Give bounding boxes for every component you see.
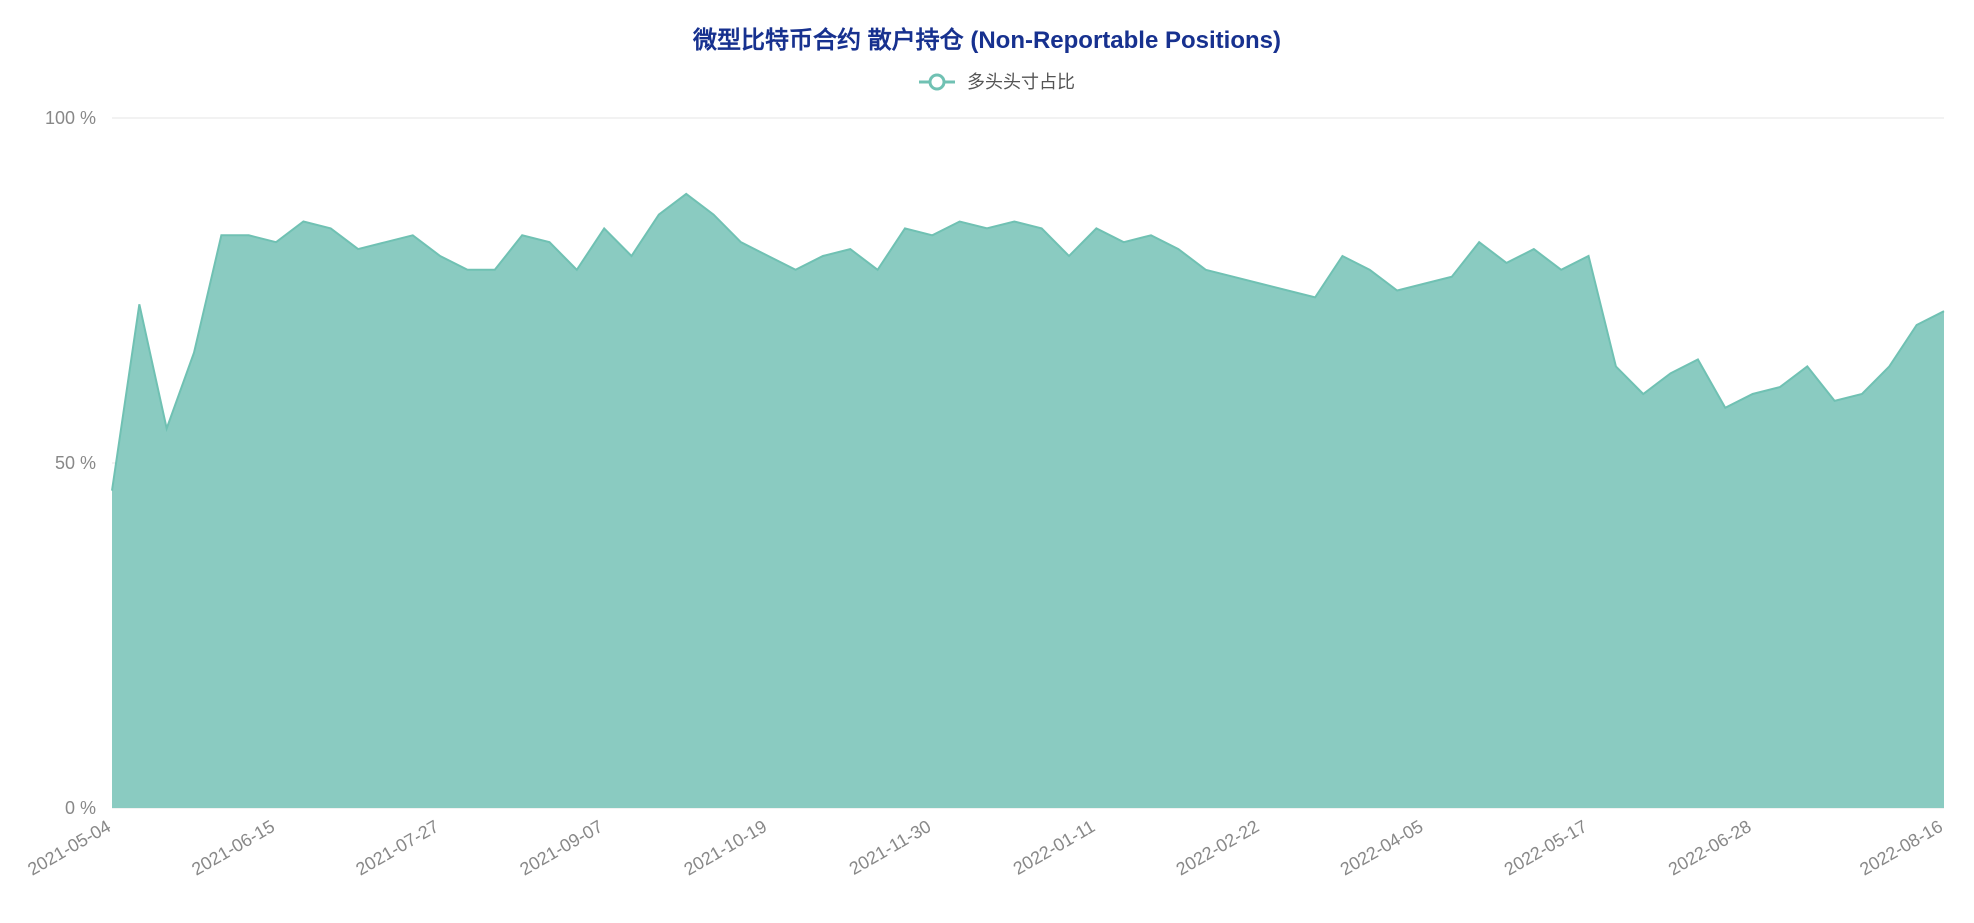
y-axis-label: 50 % bbox=[55, 453, 96, 473]
chart-title: 微型比特币合约 散户持仓 (Non-Reportable Positions) bbox=[692, 26, 1281, 54]
chart-container: 微型比特币合约 散户持仓 (Non-Reportable Positions) 多… bbox=[0, 0, 1974, 923]
y-axis-label: 100 % bbox=[45, 108, 96, 128]
legend-marker-icon bbox=[930, 75, 944, 89]
legend-label: 多头头寸占比 bbox=[967, 72, 1075, 92]
y-axis-label: 0 % bbox=[65, 798, 96, 818]
area-chart: 微型比特币合约 散户持仓 (Non-Reportable Positions) 多… bbox=[0, 0, 1974, 923]
